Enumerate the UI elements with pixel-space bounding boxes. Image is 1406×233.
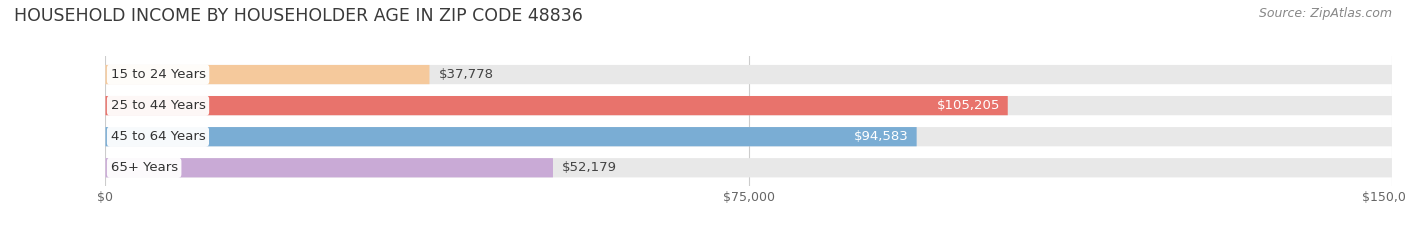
FancyBboxPatch shape: [105, 65, 429, 84]
Text: 25 to 44 Years: 25 to 44 Years: [111, 99, 205, 112]
Text: HOUSEHOLD INCOME BY HOUSEHOLDER AGE IN ZIP CODE 48836: HOUSEHOLD INCOME BY HOUSEHOLDER AGE IN Z…: [14, 7, 583, 25]
FancyBboxPatch shape: [105, 158, 1392, 177]
Text: 65+ Years: 65+ Years: [111, 161, 177, 174]
Text: 45 to 64 Years: 45 to 64 Years: [111, 130, 205, 143]
FancyBboxPatch shape: [105, 127, 917, 146]
FancyBboxPatch shape: [105, 65, 1392, 84]
FancyBboxPatch shape: [105, 127, 1392, 146]
Text: $94,583: $94,583: [855, 130, 908, 143]
Text: $105,205: $105,205: [936, 99, 1000, 112]
Text: Source: ZipAtlas.com: Source: ZipAtlas.com: [1258, 7, 1392, 20]
Text: $52,179: $52,179: [562, 161, 617, 174]
FancyBboxPatch shape: [105, 96, 1392, 115]
Text: 15 to 24 Years: 15 to 24 Years: [111, 68, 205, 81]
FancyBboxPatch shape: [105, 96, 1008, 115]
Text: $37,778: $37,778: [439, 68, 494, 81]
FancyBboxPatch shape: [105, 158, 553, 177]
